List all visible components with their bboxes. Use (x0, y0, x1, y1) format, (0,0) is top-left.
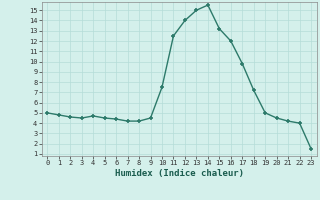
X-axis label: Humidex (Indice chaleur): Humidex (Indice chaleur) (115, 169, 244, 178)
